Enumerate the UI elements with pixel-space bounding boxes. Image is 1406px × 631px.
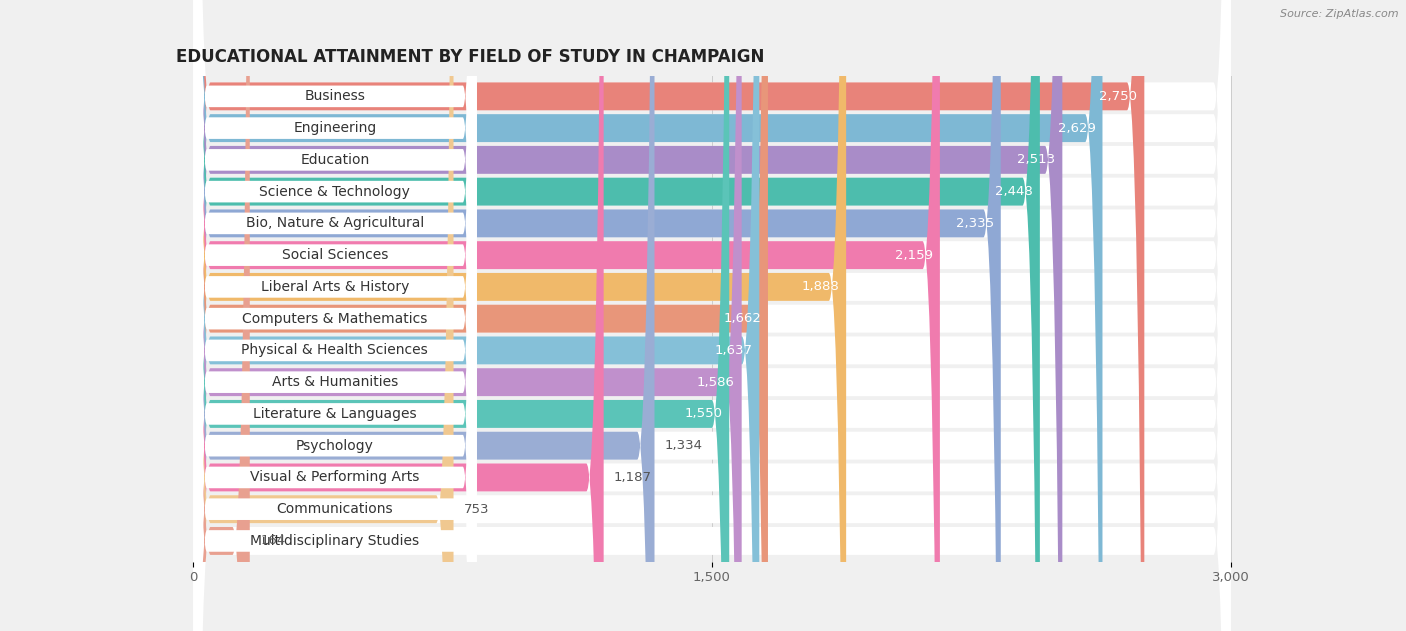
FancyBboxPatch shape xyxy=(193,0,1001,631)
Text: 2,750: 2,750 xyxy=(1099,90,1137,103)
FancyBboxPatch shape xyxy=(193,0,477,631)
FancyBboxPatch shape xyxy=(193,0,250,631)
Text: Bio, Nature & Agricultural: Bio, Nature & Agricultural xyxy=(246,216,425,230)
FancyBboxPatch shape xyxy=(193,0,477,631)
FancyBboxPatch shape xyxy=(193,0,477,631)
FancyBboxPatch shape xyxy=(193,0,1230,631)
Text: Social Sciences: Social Sciences xyxy=(281,248,388,262)
FancyBboxPatch shape xyxy=(193,0,1230,631)
Text: 1,334: 1,334 xyxy=(665,439,703,452)
FancyBboxPatch shape xyxy=(193,0,477,631)
FancyBboxPatch shape xyxy=(193,0,1230,631)
Text: Arts & Humanities: Arts & Humanities xyxy=(271,375,398,389)
Text: 1,662: 1,662 xyxy=(723,312,761,325)
Text: 2,448: 2,448 xyxy=(995,185,1033,198)
FancyBboxPatch shape xyxy=(193,0,477,631)
FancyBboxPatch shape xyxy=(193,0,1230,631)
FancyBboxPatch shape xyxy=(193,0,477,631)
Text: 1,187: 1,187 xyxy=(614,471,652,484)
Text: 2,513: 2,513 xyxy=(1018,153,1056,167)
Text: Psychology: Psychology xyxy=(295,439,374,452)
FancyBboxPatch shape xyxy=(193,0,477,631)
Text: 2,335: 2,335 xyxy=(956,217,994,230)
FancyBboxPatch shape xyxy=(193,0,1230,631)
Text: Literature & Languages: Literature & Languages xyxy=(253,407,416,421)
Text: Computers & Mathematics: Computers & Mathematics xyxy=(242,312,427,326)
FancyBboxPatch shape xyxy=(193,0,1063,631)
FancyBboxPatch shape xyxy=(193,0,477,631)
FancyBboxPatch shape xyxy=(193,0,477,631)
FancyBboxPatch shape xyxy=(193,0,759,631)
FancyBboxPatch shape xyxy=(193,0,477,631)
FancyBboxPatch shape xyxy=(193,0,1230,631)
Text: 2,159: 2,159 xyxy=(896,249,934,262)
FancyBboxPatch shape xyxy=(193,0,1230,631)
Text: Science & Technology: Science & Technology xyxy=(260,185,411,199)
FancyBboxPatch shape xyxy=(193,0,1040,631)
Text: Education: Education xyxy=(301,153,370,167)
FancyBboxPatch shape xyxy=(193,0,1230,631)
FancyBboxPatch shape xyxy=(193,0,768,631)
Text: 1,637: 1,637 xyxy=(714,344,752,357)
Text: 1,586: 1,586 xyxy=(697,375,735,389)
FancyBboxPatch shape xyxy=(193,0,730,631)
Text: Communications: Communications xyxy=(277,502,394,516)
FancyBboxPatch shape xyxy=(193,0,477,631)
Text: Engineering: Engineering xyxy=(294,121,377,135)
FancyBboxPatch shape xyxy=(193,0,1230,631)
Text: 753: 753 xyxy=(464,503,489,516)
Text: Multidisciplinary Studies: Multidisciplinary Studies xyxy=(250,534,419,548)
Text: Physical & Health Sciences: Physical & Health Sciences xyxy=(242,343,429,357)
FancyBboxPatch shape xyxy=(193,0,1230,631)
FancyBboxPatch shape xyxy=(193,0,1230,631)
FancyBboxPatch shape xyxy=(193,0,1230,631)
Text: Visual & Performing Arts: Visual & Performing Arts xyxy=(250,471,419,485)
FancyBboxPatch shape xyxy=(193,0,477,631)
Text: 164: 164 xyxy=(260,534,285,548)
FancyBboxPatch shape xyxy=(193,0,655,631)
FancyBboxPatch shape xyxy=(193,0,742,631)
Text: 1,888: 1,888 xyxy=(801,280,839,293)
FancyBboxPatch shape xyxy=(193,0,939,631)
Text: 2,629: 2,629 xyxy=(1057,122,1095,134)
FancyBboxPatch shape xyxy=(193,0,603,631)
Text: 1,550: 1,550 xyxy=(685,408,723,420)
FancyBboxPatch shape xyxy=(193,0,454,631)
FancyBboxPatch shape xyxy=(193,0,477,631)
Text: EDUCATIONAL ATTAINMENT BY FIELD OF STUDY IN CHAMPAIGN: EDUCATIONAL ATTAINMENT BY FIELD OF STUDY… xyxy=(176,48,763,66)
FancyBboxPatch shape xyxy=(193,0,1144,631)
FancyBboxPatch shape xyxy=(193,0,477,631)
FancyBboxPatch shape xyxy=(193,0,1230,631)
FancyBboxPatch shape xyxy=(193,0,477,631)
Text: Source: ZipAtlas.com: Source: ZipAtlas.com xyxy=(1281,9,1399,20)
Text: Business: Business xyxy=(305,90,366,103)
Text: Liberal Arts & History: Liberal Arts & History xyxy=(260,280,409,294)
FancyBboxPatch shape xyxy=(193,0,1230,631)
FancyBboxPatch shape xyxy=(193,0,1102,631)
FancyBboxPatch shape xyxy=(193,0,1230,631)
FancyBboxPatch shape xyxy=(193,0,846,631)
